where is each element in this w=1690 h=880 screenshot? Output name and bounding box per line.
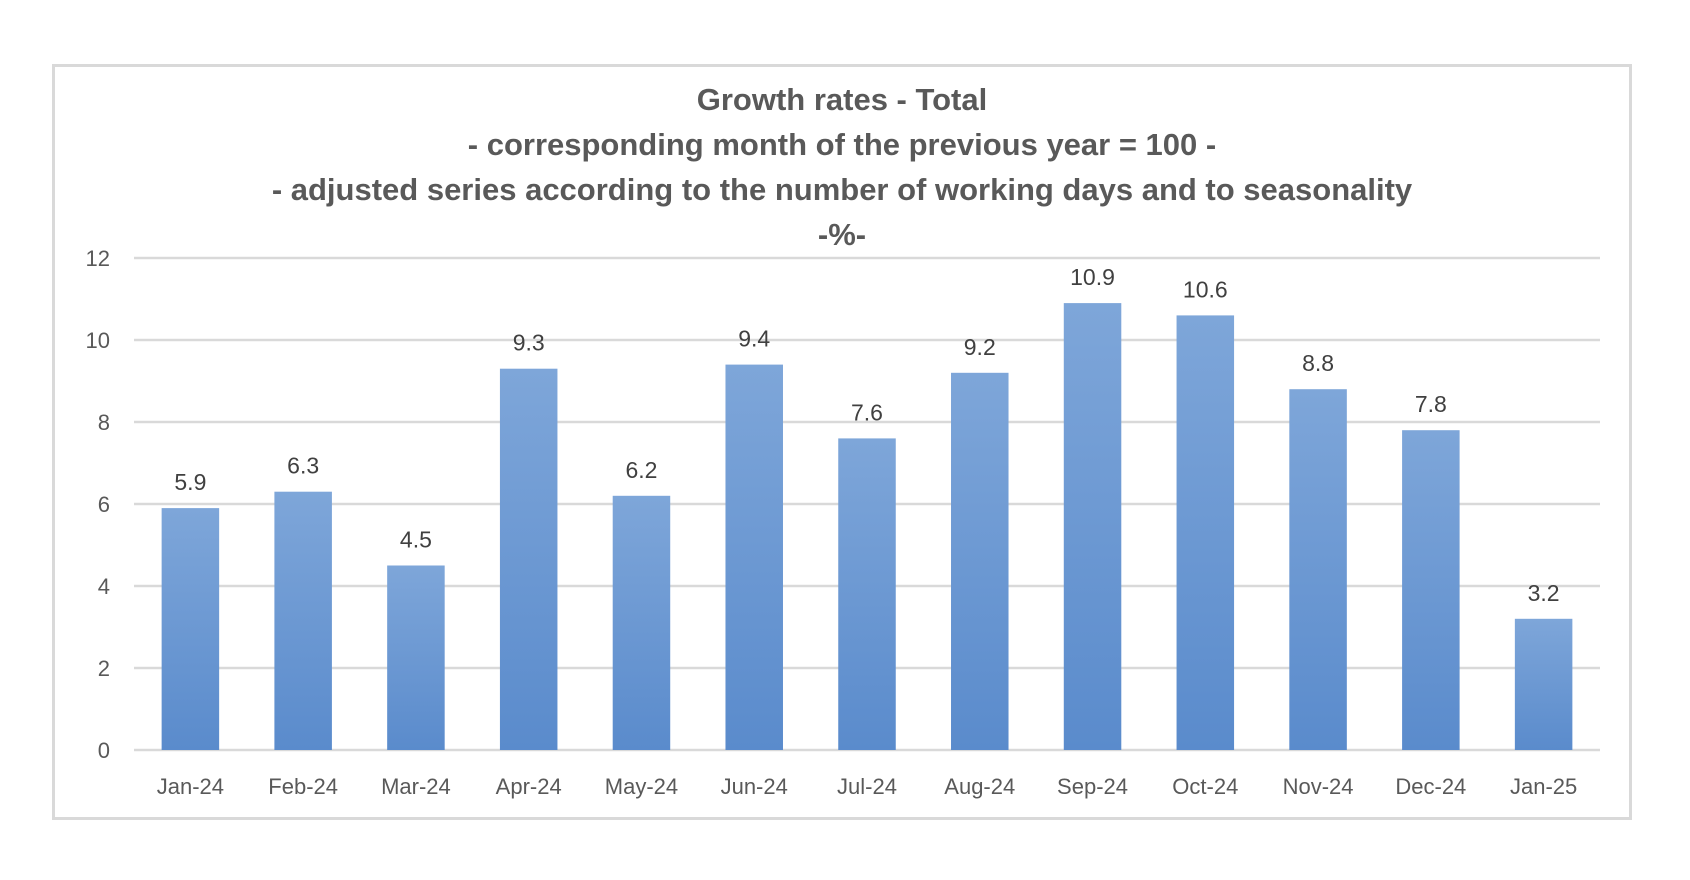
data-label: 6.3 — [287, 453, 319, 479]
y-tick-label: 2 — [98, 656, 110, 681]
data-label: 6.2 — [625, 457, 657, 483]
data-label: 8.8 — [1302, 350, 1334, 376]
bar-nov-24 — [1289, 389, 1347, 750]
x-tick-label: May-24 — [605, 774, 678, 799]
y-tick-label: 12 — [86, 246, 110, 271]
chart-subtitle-1: - corresponding month of the previous ye… — [467, 127, 1217, 162]
bar-sep-24 — [1063, 303, 1122, 750]
bar-may-24 — [612, 495, 671, 750]
data-label: 7.6 — [851, 399, 883, 425]
data-label: 4.5 — [400, 527, 432, 553]
gridlines — [134, 256, 1600, 752]
data-label: 9.4 — [738, 326, 770, 352]
chart-subtitle-2: - adjusted series according to the numbe… — [271, 172, 1413, 207]
bar-mar-24 — [387, 565, 445, 750]
bar-aug-24 — [951, 372, 1009, 750]
x-tick-label: Jan-24 — [157, 774, 224, 799]
bars — [161, 303, 1573, 750]
bar-jul-24 — [838, 438, 896, 750]
y-tick-label: 6 — [98, 492, 110, 517]
x-tick-label: Mar-24 — [381, 774, 451, 799]
data-label: 10.9 — [1070, 264, 1115, 290]
x-tick-label: Sep-24 — [1057, 774, 1128, 799]
y-tick-label: 4 — [98, 574, 110, 599]
chart-title: Growth rates - Total — [696, 82, 988, 117]
x-tick-label: Nov-24 — [1283, 774, 1354, 799]
bar-dec-24 — [1402, 430, 1460, 750]
bar-jan-25 — [1514, 618, 1573, 750]
bar-jun-24 — [725, 364, 783, 750]
bar-oct-24 — [1176, 315, 1235, 750]
x-tick-label: Aug-24 — [944, 774, 1015, 799]
data-label: 9.2 — [964, 334, 996, 360]
y-tick-label: 0 — [98, 738, 110, 763]
x-tick-label: Feb-24 — [268, 774, 338, 799]
y-tick-label: 8 — [98, 410, 110, 435]
bar-jan-24 — [161, 508, 220, 750]
data-label: 10.6 — [1183, 276, 1228, 302]
chart-title-block: Growth rates - Total - corresponding mon… — [55, 77, 1629, 257]
x-tick-label: Apr-24 — [496, 774, 562, 799]
bar-feb-24 — [274, 491, 332, 750]
bar-apr-24 — [499, 368, 558, 750]
data-label: 7.8 — [1415, 391, 1447, 417]
data-label: 3.2 — [1528, 580, 1560, 606]
data-label: 5.9 — [174, 469, 206, 495]
x-tick-label: Jul-24 — [837, 774, 897, 799]
x-tick-label: Jun-24 — [721, 774, 788, 799]
data-labels: 5.9 6.3 4.5 9.3 6.2 9.4 7.6 9.2 10.9 10.6 8.8 7.8 3.… — [174, 264, 1559, 606]
x-tick-label: Oct-24 — [1172, 774, 1238, 799]
chart-subtitle-3: -%- — [817, 217, 867, 252]
x-axis-ticks: Jan-24 Feb-24 Mar-24 Apr-24 May-24 Jun-24 Jul-… — [157, 774, 1578, 799]
y-axis-ticks: 0 2 4 6 8 10 12 — [86, 246, 110, 763]
y-tick-label: 10 — [86, 328, 110, 353]
x-tick-label: Jan-25 — [1510, 774, 1577, 799]
x-tick-label: Dec-24 — [1395, 774, 1466, 799]
data-label: 9.3 — [513, 330, 545, 356]
